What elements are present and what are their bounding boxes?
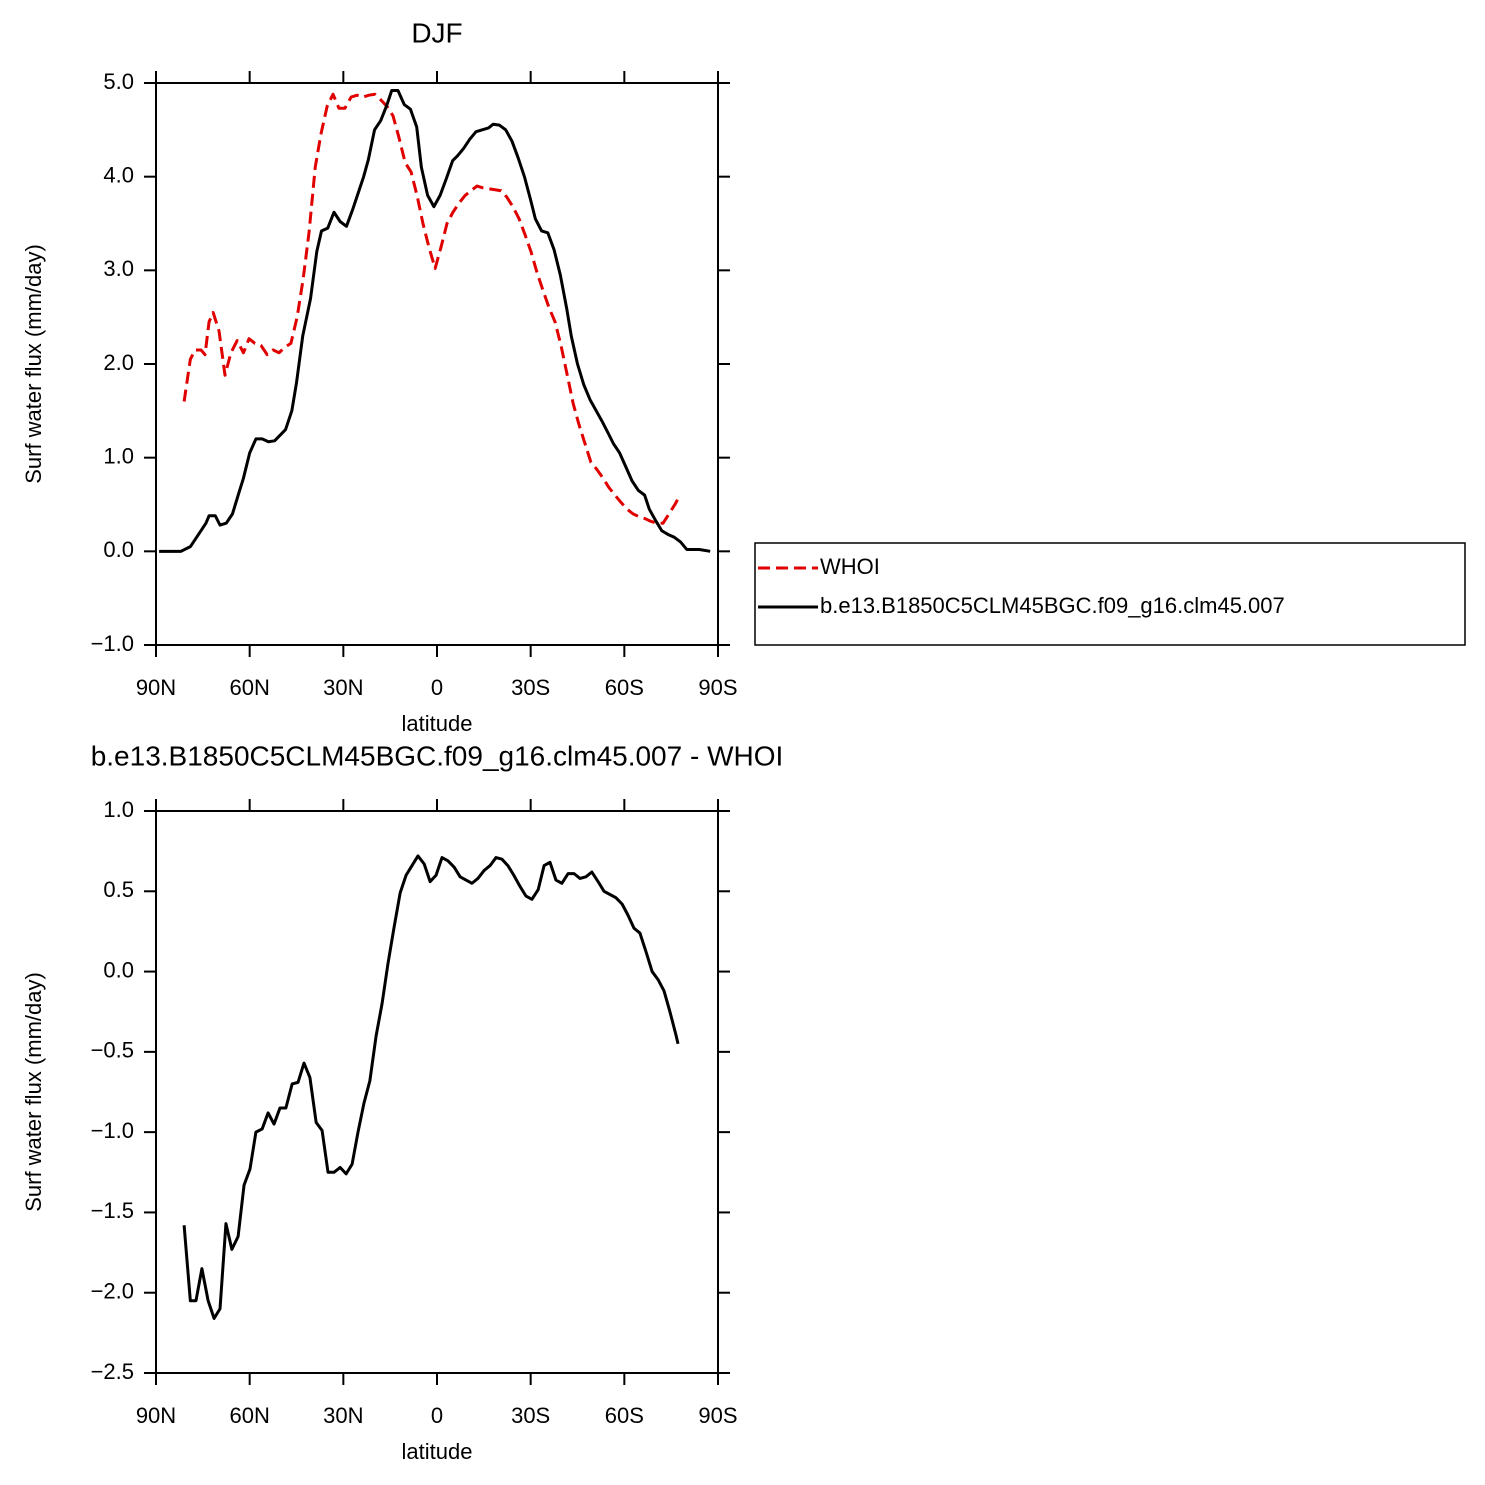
y-tick-label: −1.0 [91,1118,134,1143]
chart-title: DJF [411,17,462,48]
y-tick-label: −1.0 [91,631,134,656]
data-line [182,92,681,525]
x-tick-label: 30N [323,675,363,700]
legend-label: WHOI [820,554,880,579]
chart-title: b.e13.B1850C5CLM45BGC.f09_g16.clm45.007 … [91,740,784,771]
y-tick-label: 4.0 [103,162,134,187]
x-axis-label: latitude [402,1439,473,1464]
y-tick-label: 3.0 [103,256,134,281]
y-tick-label: 5.0 [103,69,134,94]
y-tick-label: 0.5 [103,877,134,902]
x-tick-label: 60N [229,1403,269,1428]
y-tick-label: −0.5 [91,1038,134,1063]
x-tick-label: 90S [698,1403,737,1428]
legend-label: b.e13.B1850C5CLM45BGC.f09_g16.clm45.007 [820,593,1285,618]
x-tick-label: 60S [605,1403,644,1428]
x-tick-label: 90S [698,675,737,700]
x-tick-label: 0 [431,1403,443,1428]
x-tick-label: 60S [605,675,644,700]
x-tick-label: 30N [323,1403,363,1428]
y-tick-label: −2.0 [91,1279,134,1304]
legend-box [754,542,1466,646]
x-tick-label: 0 [431,675,443,700]
plot-frame [155,82,719,646]
y-axis-label: Surf water flux (mm/day) [21,972,46,1212]
y-tick-label: 0.0 [103,537,134,562]
y-tick-label: 1.0 [103,443,134,468]
x-tick-label: 30S [511,1403,550,1428]
y-tick-label: −1.5 [91,1198,134,1223]
y-tick-label: 0.0 [103,957,134,982]
y-tick-label: −2.5 [91,1359,134,1384]
x-tick-label: 60N [229,675,269,700]
data-line [182,854,680,1320]
x-tick-label: 30S [511,675,550,700]
x-tick-label: 90N [136,1403,176,1428]
x-tick-label: 90N [136,675,176,700]
plot-frame [155,810,719,1374]
data-line [159,88,711,553]
x-axis-label: latitude [402,711,473,736]
y-tick-label: 1.0 [103,797,134,822]
y-axis-label: Surf water flux (mm/day) [21,244,46,484]
y-tick-label: 2.0 [103,350,134,375]
